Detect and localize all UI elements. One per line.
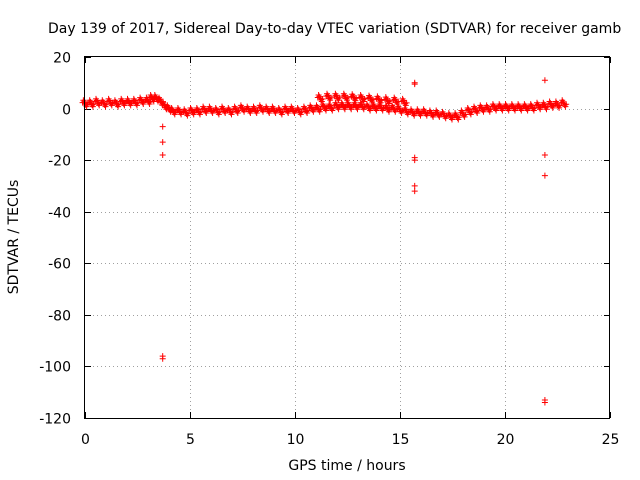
- outlier-point: [541, 172, 548, 179]
- y-tick-label: -100: [39, 360, 71, 376]
- y-tick-label: -20: [48, 154, 71, 170]
- y-tick-label: -40: [48, 206, 71, 222]
- track-point: [328, 94, 334, 101]
- y-tick-label: -80: [48, 309, 71, 325]
- outlier-point: [541, 399, 548, 406]
- track-point: [319, 96, 326, 103]
- track-point: [563, 101, 570, 108]
- y-axis-title: SDTVAR / TECUs: [6, 180, 22, 295]
- track-point: [336, 94, 343, 101]
- track-point: [378, 97, 385, 104]
- outlier-point: [411, 182, 418, 189]
- track-point: [361, 96, 368, 103]
- x-tick-label: 0: [81, 432, 90, 448]
- track-point: [403, 99, 410, 106]
- x-tick-label: 10: [287, 432, 305, 448]
- axis-ticks: [85, 57, 611, 419]
- track-point: [370, 96, 376, 103]
- x-tick-label: 25: [602, 432, 620, 448]
- outlier-point: [541, 151, 548, 158]
- x-tick-label: 5: [186, 432, 195, 448]
- y-tick-label: -60: [48, 257, 71, 273]
- outlier-point: [159, 355, 166, 362]
- track-point: [386, 98, 393, 105]
- track-point: [462, 111, 469, 118]
- outlier-point: [411, 157, 418, 164]
- track-point: [353, 95, 360, 102]
- y-tick-label: 20: [53, 51, 71, 67]
- outlier-point: [411, 188, 418, 195]
- plot-frame: [84, 56, 610, 419]
- outlier-point: [159, 151, 166, 158]
- x-axis-title: GPS time / hours: [288, 458, 405, 474]
- x-tick-label: 20: [497, 432, 515, 448]
- chart-title: Day 139 of 2017, Sidereal Day-to-day VTE…: [48, 21, 621, 37]
- track-point: [344, 94, 351, 101]
- data-points: [79, 77, 570, 406]
- outlier-point: [159, 123, 166, 130]
- y-tick-label: 0: [62, 103, 71, 119]
- x-tick-label: 15: [392, 432, 410, 448]
- outlier-point: [541, 77, 548, 84]
- y-tick-label: -120: [39, 412, 71, 428]
- track-point: [456, 114, 463, 121]
- grid-lines: [85, 57, 610, 418]
- outlier-point: [411, 81, 418, 88]
- outlier-point: [159, 139, 166, 146]
- tick-labels: 0 5 10 15 20 25 20 0 -20 -40 -60 -80 -100 -120: [39, 51, 619, 449]
